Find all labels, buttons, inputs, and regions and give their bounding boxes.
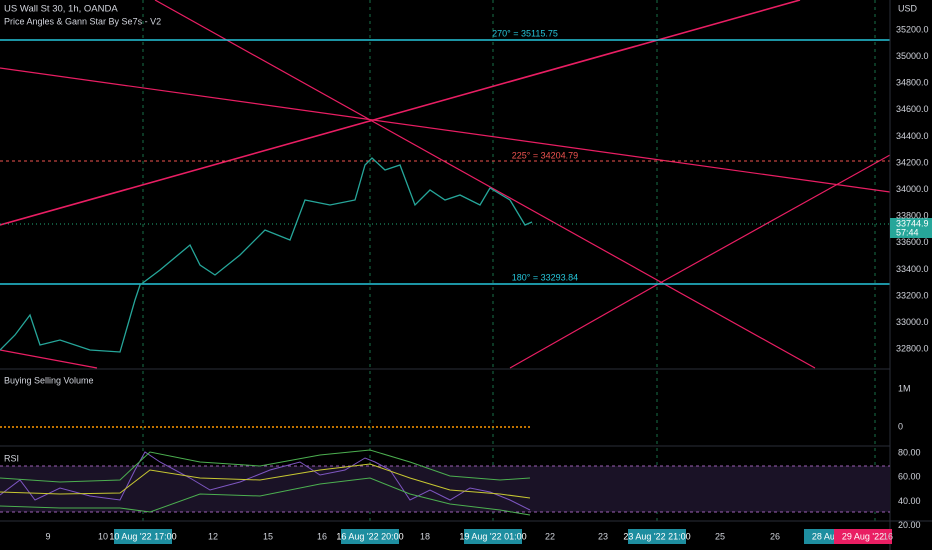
time-tick-label: 16 [317,531,327,541]
time-badge [628,529,686,544]
rsi-tick-label: 40.00 [898,496,921,506]
time-tick-label: 25 [715,531,725,541]
time-tick-label: 26 [770,531,780,541]
rsi-ma [0,463,531,499]
indicator-name: Price Angles & Gann Star By Se7s - V2 [4,16,161,26]
price-tick-label: 33200.0 [896,290,929,300]
rsi-title: RSI [4,453,19,463]
time-tick-label: 16 [883,531,893,541]
price-tick-label: 35200.0 [896,24,929,34]
price-tick-label: 33600.0 [896,237,929,247]
rsi-tick-label: 20.00 [898,520,921,530]
time-badge [341,529,399,544]
price-tick-label: 35000.0 [896,51,929,61]
gann-lines [0,0,891,369]
time-badge [114,529,172,544]
price-tick-label: 34400.0 [896,131,929,141]
time-tick-label: 22 [545,531,555,541]
time-tick-label: 10 Aug '22 17:00 [109,531,176,541]
time-tick-label: 18 [420,531,430,541]
price-tick-label: 32800.0 [896,344,929,354]
level-label: 225° = 34204.79 [512,150,578,160]
volume-label: 0 [898,421,903,431]
price-tick-label: 33800.0 [896,211,929,221]
rsi-line [0,451,531,511]
countdown: 57:44 [896,227,919,237]
time-tick-label: 23 Aug '22 21:00 [623,531,690,541]
rsi-tick-label: 80.00 [898,447,921,457]
price-tick-label: 33400.0 [896,264,929,274]
time-tick-label: 15 [263,531,273,541]
time-tick-label: 19 Aug '22 01:00 [459,531,526,541]
time-badge [834,529,892,544]
time-tick-label: 9 [45,531,50,541]
volume-title: Buying Selling Volume [4,375,94,385]
price-tick-label: 34200.0 [896,157,929,167]
level-label: 180° = 33293.84 [512,272,578,282]
time-tick-label: 28 Aug '22 [812,531,854,541]
price-tick-label: 34800.0 [896,78,929,88]
price-tick-label: 34000.0 [896,184,929,194]
price-path [0,157,533,353]
time-tick-label: 16 Aug '22 20:00 [336,531,403,541]
last-price: 33744.9 [896,218,929,228]
rsi-tick-label: 60.00 [898,472,921,482]
rsi-bands [0,477,531,516]
volume-label: 1M [898,383,911,393]
currency: USD [898,3,918,13]
time-tick-label: 10 [98,531,108,541]
time-tick-label: 29 Aug '22 [842,531,884,541]
price-tick-label: 33000.0 [896,317,929,327]
last-price-badge [890,218,932,238]
rsi-bands [0,449,531,483]
time-tick-label: 12 [208,531,218,541]
symbol: US Wall St 30, 1h, OANDA [4,4,118,15]
price-tick-label: 34600.0 [896,104,929,114]
time-tick-label: 23 [598,531,608,541]
level-label: 270° = 35115.75 [492,28,558,38]
time-badge [464,529,522,544]
